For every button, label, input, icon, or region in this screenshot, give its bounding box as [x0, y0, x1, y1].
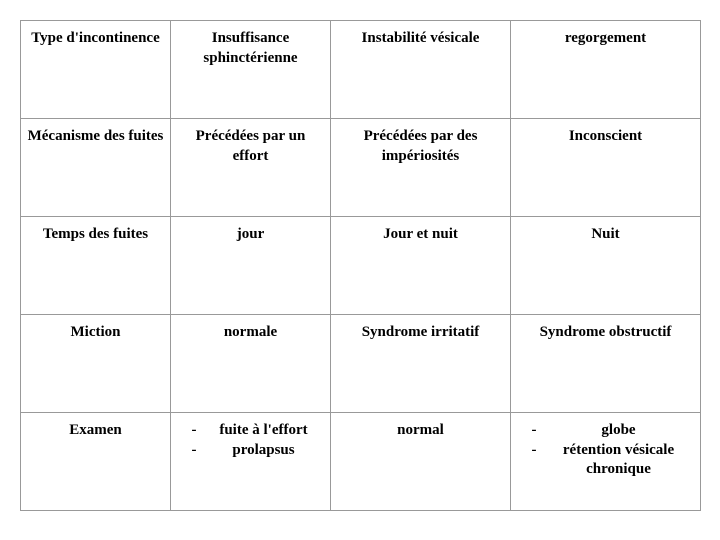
- cell: normale: [171, 315, 331, 413]
- cell: Jour et nuit: [331, 217, 511, 315]
- dash-icon: -: [525, 441, 543, 461]
- table-row: Mécanisme des fuites Précédées par un ef…: [21, 119, 701, 217]
- list-item: - rétention vésicale chronique: [525, 441, 694, 480]
- row-header: Type d'incontinence: [21, 21, 171, 119]
- cell: Nuit: [511, 217, 701, 315]
- cell: normal: [331, 413, 511, 511]
- row-header: Temps des fuites: [21, 217, 171, 315]
- cell: Précédées par un effort: [171, 119, 331, 217]
- row-header: Examen: [21, 413, 171, 511]
- row-header: Mécanisme des fuites: [21, 119, 171, 217]
- dash-icon: -: [185, 441, 203, 461]
- cell: regorgement: [511, 21, 701, 119]
- cell: jour: [171, 217, 331, 315]
- cell: - globe - rétention vésicale chronique: [511, 413, 701, 511]
- list-item: - fuite à l'effort: [185, 421, 324, 441]
- cell: Instabilité vésicale: [331, 21, 511, 119]
- table-row: Type d'incontinence Insuffisance sphinct…: [21, 21, 701, 119]
- cell: - fuite à l'effort - prolapsus: [171, 413, 331, 511]
- cell: Syndrome obstructif: [511, 315, 701, 413]
- cell: Précédées par des impériosités: [331, 119, 511, 217]
- cell: Inconscient: [511, 119, 701, 217]
- cell: Insuffisance sphinctérienne: [171, 21, 331, 119]
- incontinence-table: Type d'incontinence Insuffisance sphinct…: [20, 20, 701, 511]
- list-text: prolapsus: [203, 441, 324, 461]
- list-text: rétention vésicale chronique: [543, 441, 694, 480]
- list-text: fuite à l'effort: [203, 421, 324, 441]
- dash-icon: -: [185, 421, 203, 441]
- row-header: Miction: [21, 315, 171, 413]
- dash-icon: -: [525, 421, 543, 441]
- bullet-list: - fuite à l'effort - prolapsus: [177, 421, 324, 460]
- list-text: globe: [543, 421, 694, 441]
- table-row: Temps des fuites jour Jour et nuit Nuit: [21, 217, 701, 315]
- bullet-list: - globe - rétention vésicale chronique: [517, 421, 694, 480]
- list-item: - globe: [525, 421, 694, 441]
- table-row: Miction normale Syndrome irritatif Syndr…: [21, 315, 701, 413]
- cell: Syndrome irritatif: [331, 315, 511, 413]
- table-row: Examen - fuite à l'effort - prolapsus no…: [21, 413, 701, 511]
- list-item: - prolapsus: [185, 441, 324, 461]
